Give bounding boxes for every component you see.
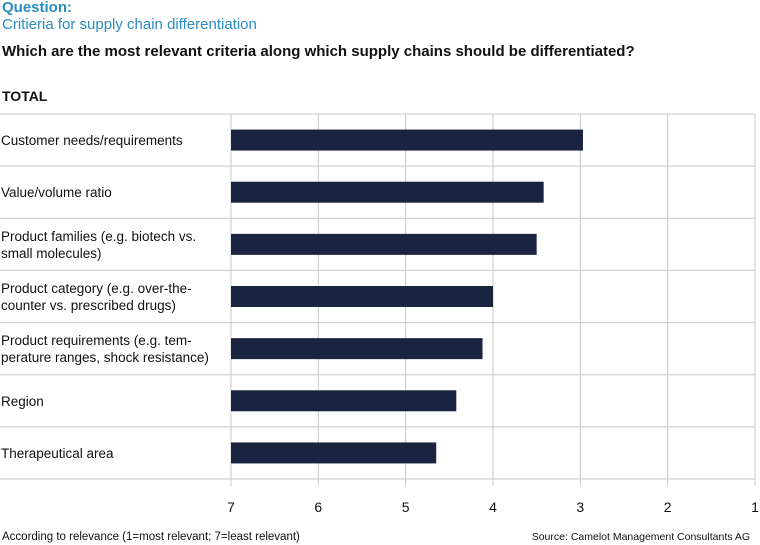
bar	[231, 181, 544, 203]
x-tick-label: 6	[314, 499, 322, 515]
category-label: Product category (e.g. over-the-	[1, 281, 192, 296]
category-label: counter vs. prescribed drugs)	[1, 298, 176, 313]
bar	[231, 442, 437, 464]
bar	[231, 390, 457, 412]
question-label: Question:	[2, 0, 72, 16]
bar	[231, 338, 483, 360]
x-tick-label: 7	[227, 499, 235, 515]
chart-group-label: TOTAL	[2, 88, 48, 104]
bar	[231, 233, 537, 255]
category-label: Product families (e.g. biotech vs.	[1, 229, 196, 244]
x-tick-label: 1	[751, 499, 759, 515]
source-note: Source: Camelot Management Consultants A…	[531, 531, 750, 543]
category-label: Therapeutical area	[1, 446, 114, 461]
scale-note: According to relevance (1=most relevant;…	[2, 531, 300, 543]
category-label: Product requirements (e.g. tem-	[1, 333, 192, 348]
category-label: Value/volume ratio	[1, 185, 112, 200]
category-label: Region	[1, 394, 44, 409]
bar	[231, 286, 493, 307]
x-tick-label: 4	[489, 499, 497, 515]
category-label: perature ranges, shock resistance)	[1, 350, 209, 365]
survey-question-headline: Which are the most relevant criteria alo…	[2, 43, 635, 60]
question-title: Critieria for supply chain differentiati…	[2, 16, 257, 33]
category-label: Customer needs/requirements	[1, 133, 183, 148]
x-tick-label: 2	[664, 499, 672, 515]
x-tick-label: 5	[402, 499, 410, 515]
bar	[231, 129, 583, 151]
category-label: small molecules)	[1, 246, 102, 261]
x-tick-label: 3	[576, 499, 584, 515]
